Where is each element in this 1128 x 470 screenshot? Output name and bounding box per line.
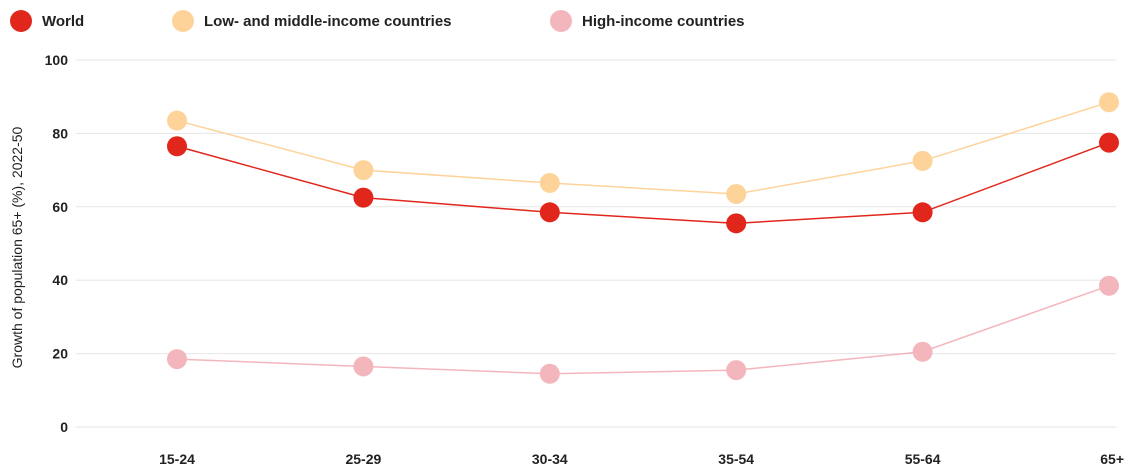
data-point-world (912, 202, 933, 223)
data-point-high-income-countries (1099, 275, 1119, 296)
chart-legend: World Low- and middle-income countries H… (10, 8, 1110, 34)
data-point-high-income-countries (539, 363, 560, 384)
y-axis-ticks: 0 20 40 60 80 100 (45, 52, 69, 435)
y-tick-label: 80 (52, 125, 68, 141)
legend-label-low-middle-income: Low- and middle-income countries (204, 12, 452, 30)
legend-swatch-high-income (550, 10, 572, 32)
legend-label-high-income: High-income countries (582, 12, 745, 30)
data-point-world (726, 213, 747, 234)
series-world (167, 132, 1119, 234)
y-tick-label: 0 (60, 419, 68, 435)
data-point-world (353, 187, 374, 208)
legend-label-world: World (42, 12, 85, 30)
data-point-world (539, 202, 560, 223)
y-axis-title: Growth of population 65+ (%), 2022-50 (9, 126, 25, 368)
legend-swatch-world (10, 10, 32, 32)
data-point-low-and-middle-income-countries (353, 160, 374, 181)
series-line-world (176, 141, 1110, 225)
data-point-low-and-middle-income-countries (726, 183, 747, 204)
x-axis-ticks: 15-24 25-29 30-34 35-54 55-64 65+ (159, 451, 1124, 467)
legend-swatch-low-middle-income (172, 10, 194, 32)
series-line-low-and-middle-income-countries (176, 101, 1110, 195)
legend-item-high-income: High-income countries (550, 8, 745, 34)
data-point-world (167, 136, 187, 157)
y-tick-label: 40 (52, 272, 68, 288)
data-point-high-income-countries (912, 341, 933, 362)
data-point-low-and-middle-income-countries (539, 172, 560, 193)
y-tick-label: 100 (45, 52, 69, 68)
series-low-and-middle-income-countries (167, 92, 1119, 204)
data-point-low-and-middle-income-countries (912, 150, 933, 171)
x-tick-label: 30-34 (532, 451, 568, 467)
x-tick-label: 65+ (1100, 451, 1124, 467)
data-point-high-income-countries (353, 356, 374, 377)
data-point-high-income-countries (726, 360, 747, 381)
data-point-low-and-middle-income-countries (1099, 92, 1119, 113)
x-tick-label: 25-29 (345, 451, 381, 467)
legend-item-world: World (10, 8, 84, 34)
series-high-income-countries (167, 275, 1119, 384)
series-line-high-income-countries (176, 284, 1110, 375)
x-tick-label: 55-64 (905, 451, 941, 467)
data-point-world (1099, 132, 1119, 153)
x-tick-label: 35-54 (718, 451, 754, 467)
series-group (167, 92, 1119, 384)
legend-item-low-middle-income: Low- and middle-income countries (172, 8, 452, 34)
y-tick-label: 60 (52, 199, 68, 215)
gridlines (76, 59, 1116, 428)
data-point-low-and-middle-income-countries (167, 110, 187, 131)
data-point-high-income-countries (167, 349, 187, 370)
y-tick-label: 20 (52, 346, 68, 362)
x-tick-label: 15-24 (159, 451, 195, 467)
